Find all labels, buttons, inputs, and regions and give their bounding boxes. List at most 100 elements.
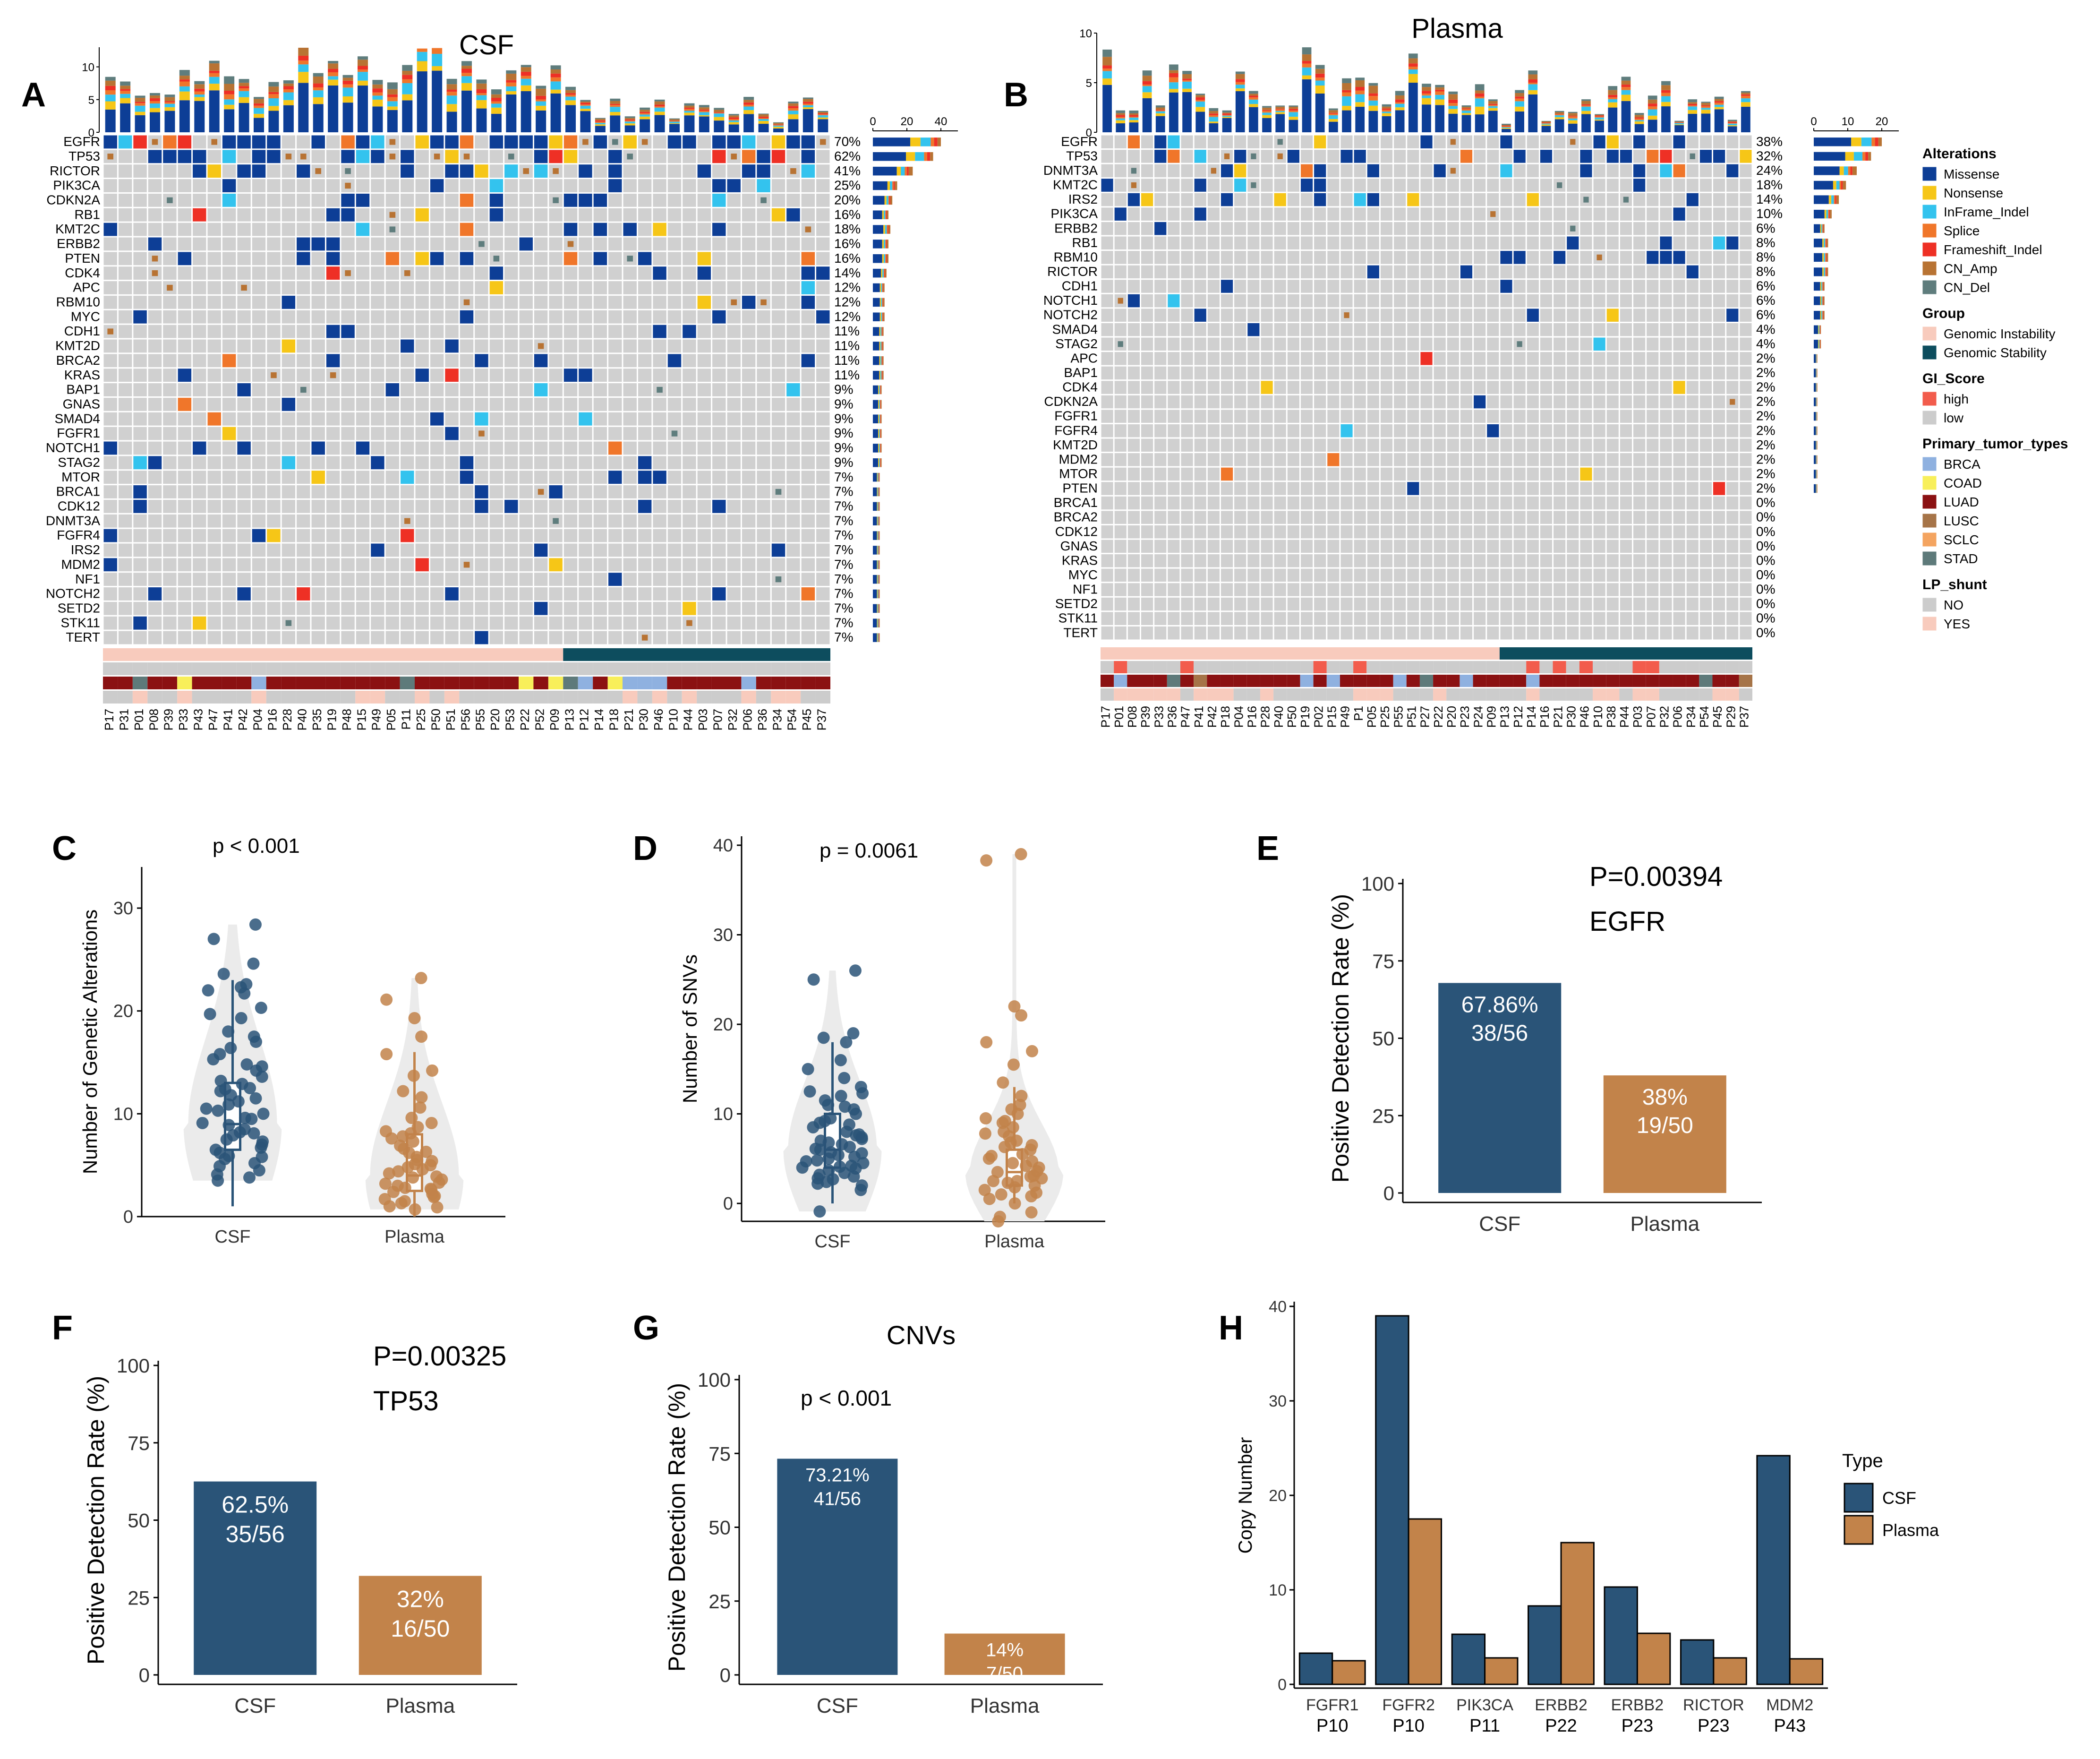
oncoprint-cell [1340, 193, 1353, 206]
tumor-type-cell [711, 677, 726, 689]
oncoprint-cell [683, 631, 696, 644]
oncoprint-cell [1699, 179, 1712, 192]
top-bar-segment [802, 103, 813, 105]
oncoprint-cell [445, 543, 459, 557]
gene-percent: 7% [834, 572, 853, 586]
oncoprint-cell [1194, 511, 1206, 524]
top-bar-segment [135, 105, 145, 112]
oncoprint-cell [549, 179, 563, 192]
oncoprint-cell [148, 281, 162, 294]
side-bar-segment [881, 356, 882, 365]
side-bar-segment [906, 152, 915, 161]
top-bar-segment [1302, 79, 1312, 132]
oncoprint-cell [534, 427, 548, 440]
oncoprint-cell [727, 193, 741, 207]
gene-label: MTOR [61, 470, 100, 484]
top-bar-segment [714, 120, 725, 132]
oncoprint-cell [504, 369, 518, 382]
oncoprint-cell [1207, 626, 1220, 640]
top-bar-segment [135, 112, 145, 115]
gene-label: MYC [1068, 567, 1098, 582]
oncoprint-cell [1207, 453, 1220, 466]
oncoprint-cell [1101, 337, 1113, 351]
gi-score-cell [548, 662, 563, 675]
oncoprint-cell [1580, 453, 1592, 466]
side-bar-segment [877, 589, 878, 599]
cn-mark [1570, 139, 1576, 145]
oncoprint-cell [1527, 395, 1539, 409]
gi-score-cell [207, 662, 222, 675]
top-bar-segment [372, 84, 383, 89]
lp-shunt-cell [682, 691, 697, 704]
oncoprint-cell [1380, 366, 1393, 380]
oncoprint-cell [623, 325, 637, 338]
oncoprint-cell [1101, 309, 1113, 322]
oncoprint-cell [1554, 467, 1566, 481]
oncoprint-cell [1487, 381, 1499, 394]
cn-mark [285, 620, 292, 626]
gi-score-cell [474, 662, 489, 675]
oncoprint-cell [1620, 568, 1632, 582]
side-bar-segment [873, 196, 885, 205]
oncoprint-cell [193, 485, 206, 498]
oncoprint-cell [178, 573, 192, 586]
oncoprint-cell [1380, 467, 1393, 481]
oncoprint-cell [489, 325, 504, 338]
oncoprint-cell [1181, 135, 1193, 149]
oncoprint-cell [252, 441, 266, 455]
top-bar-segment [773, 128, 784, 132]
oncoprint-cell [1620, 540, 1632, 553]
oncoprint-cell [1580, 236, 1592, 250]
oncoprint-cell [1420, 236, 1433, 250]
oncoprint-cell [178, 631, 192, 644]
top-bar-segment [1488, 111, 1498, 132]
top-bar-segment [1435, 89, 1445, 92]
gene-percent: 10% [1756, 206, 1783, 221]
top-bar-segment [758, 118, 769, 120]
oncoprint-cell [1101, 251, 1113, 264]
oncoprint-cell [1699, 265, 1712, 279]
oncoprint-cell [816, 601, 830, 615]
top-bar-segment [150, 101, 160, 104]
oncoprint-cell [401, 237, 414, 251]
oncoprint-cell [1127, 251, 1140, 264]
oncoprint-cell [697, 397, 711, 411]
oncoprint-cell [207, 441, 221, 455]
oncoprint-cell [1247, 583, 1260, 596]
gi-score-cell [578, 662, 593, 675]
oncoprint-cell [267, 543, 281, 557]
mutation-mark [667, 354, 682, 368]
side-bar-segment [896, 166, 901, 176]
top-bar-segment [446, 89, 457, 92]
oncoprint-cell [667, 208, 682, 222]
oncoprint-cell [1380, 583, 1393, 596]
oncoprint-cell [1354, 251, 1366, 264]
cn-mark [567, 241, 574, 247]
oncoprint-cell [1713, 410, 1725, 423]
oncoprint-cell [608, 237, 622, 251]
sample-label: P21 [622, 709, 636, 730]
oncoprint-cell [1673, 193, 1685, 206]
top-bar-segment [209, 63, 220, 71]
oncoprint-cell [1660, 626, 1672, 640]
top-bar-segment [1222, 118, 1232, 132]
oncoprint-cell [1300, 453, 1313, 466]
top-bar-segment [1249, 95, 1258, 98]
oncoprint-cell [1606, 626, 1619, 640]
top-bar-segment [1102, 65, 1112, 69]
oncoprint-cell [1460, 193, 1473, 206]
oncoprint-cell [608, 601, 622, 615]
oncoprint-cell [267, 237, 281, 251]
oncoprint-cell [757, 441, 770, 455]
cn-mark [493, 256, 500, 262]
cn-mark [775, 576, 782, 583]
oncoprint-cell [1420, 251, 1433, 264]
mutation-mark [1168, 135, 1180, 149]
oncoprint-cell [727, 485, 741, 498]
top-bar-segment [1116, 113, 1126, 115]
oncoprint-cell [341, 631, 355, 644]
mutation-mark [683, 135, 696, 149]
top-bar-segment [1488, 105, 1498, 106]
mutation-mark [504, 499, 518, 513]
mutation-mark [415, 558, 429, 572]
